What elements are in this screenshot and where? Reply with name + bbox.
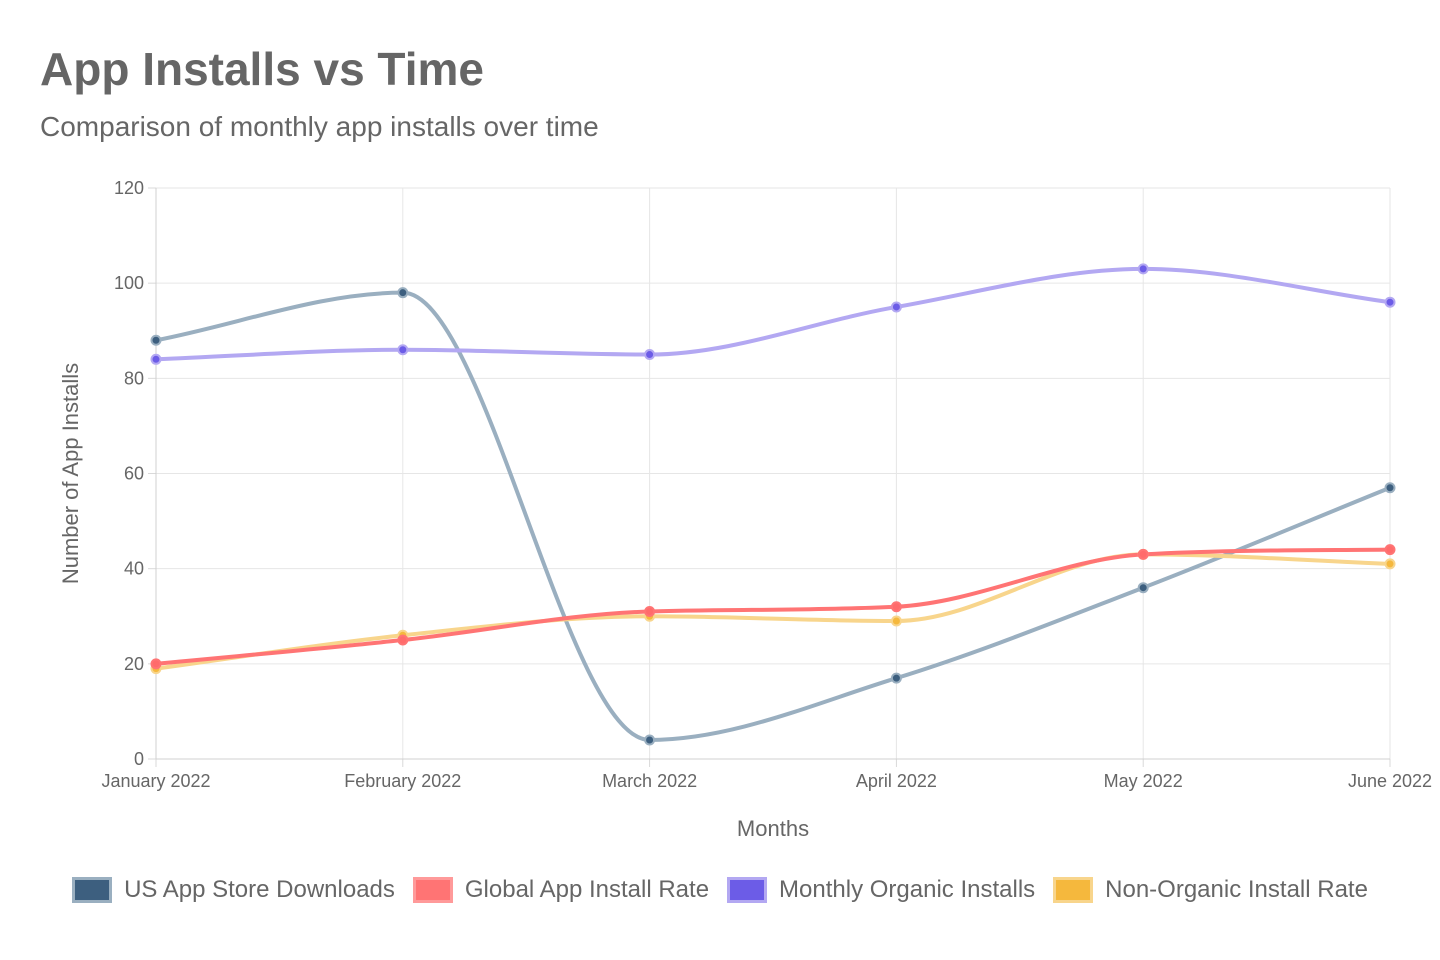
legend-swatch bbox=[1053, 877, 1094, 903]
chart-legend: US App Store Downloads Global App Install… bbox=[0, 876, 1440, 904]
data-point-series-2[interactable] bbox=[397, 634, 409, 646]
data-point-series-3[interactable] bbox=[397, 344, 409, 356]
y-tick-label: 20 bbox=[124, 654, 144, 674]
legend-label: Monthly Organic Installs bbox=[779, 876, 1036, 903]
series-line-1 bbox=[154, 290, 1392, 742]
x-tick-label: January 2022 bbox=[101, 771, 210, 791]
data-point-series-3[interactable] bbox=[890, 301, 902, 313]
legend-item-3[interactable]: Monthly Organic Installs bbox=[727, 876, 1035, 904]
data-point-series-3[interactable] bbox=[1137, 263, 1149, 275]
data-point-series-4[interactable] bbox=[1384, 558, 1396, 570]
line-chart: 0 20 40 60 80 100 120 January 2022 February 2022… bbox=[58, 178, 1432, 841]
axes: 0 20 40 60 80 100 120 January 2022 February 2022… bbox=[101, 178, 1432, 791]
legend-item-4[interactable]: Non-Organic Install Rate bbox=[1053, 876, 1368, 904]
x-axis-title: Months bbox=[737, 816, 809, 841]
legend-label: Non-Organic Install Rate bbox=[1105, 876, 1368, 903]
data-point-series-1[interactable] bbox=[890, 672, 902, 684]
x-tick-label: June 2022 bbox=[1348, 771, 1432, 791]
y-tick-label: 100 bbox=[114, 273, 144, 293]
data-points bbox=[150, 263, 1396, 746]
data-point-series-1[interactable] bbox=[1384, 482, 1396, 494]
y-axis-title: Number of App Installs bbox=[58, 363, 83, 584]
x-tick-label: May 2022 bbox=[1104, 771, 1183, 791]
y-tick-label: 0 bbox=[134, 749, 144, 769]
data-point-series-4[interactable] bbox=[890, 615, 902, 627]
data-point-series-3[interactable] bbox=[1384, 296, 1396, 308]
legend-label: Global App Install Rate bbox=[464, 876, 710, 903]
legend-item-1[interactable]: US App Store Downloads bbox=[72, 876, 395, 904]
data-point-series-1[interactable] bbox=[150, 334, 162, 346]
x-tick-label: March 2022 bbox=[602, 771, 697, 791]
x-tick-label: February 2022 bbox=[344, 771, 461, 791]
data-point-series-2[interactable] bbox=[1137, 548, 1149, 560]
legend-item-2[interactable]: Global App Install Rate bbox=[412, 876, 710, 904]
series-lines bbox=[154, 266, 1392, 742]
legend-swatch bbox=[727, 877, 768, 903]
data-point-series-1[interactable] bbox=[397, 287, 409, 299]
data-point-series-2[interactable] bbox=[1384, 544, 1396, 556]
legend-swatch bbox=[72, 877, 113, 903]
data-point-series-3[interactable] bbox=[150, 353, 162, 365]
data-point-series-1[interactable] bbox=[644, 734, 656, 746]
legend-label: US App Store Downloads bbox=[124, 876, 395, 903]
data-point-series-3[interactable] bbox=[644, 349, 656, 361]
y-tick-label: 60 bbox=[124, 464, 144, 484]
data-point-series-2[interactable] bbox=[644, 605, 656, 617]
chart-title: App Installs vs Time bbox=[40, 43, 484, 95]
data-point-series-2[interactable] bbox=[150, 658, 162, 670]
y-tick-label: 80 bbox=[124, 368, 144, 388]
series-line-2 bbox=[154, 547, 1392, 666]
y-tick-label: 120 bbox=[114, 178, 144, 198]
chart-subtitle: Comparison of monthly app installs over … bbox=[40, 111, 599, 142]
series-line-3 bbox=[154, 266, 1392, 362]
x-tick-label: April 2022 bbox=[856, 771, 937, 791]
y-tick-label: 40 bbox=[124, 559, 144, 579]
data-point-series-2[interactable] bbox=[890, 601, 902, 613]
legend-swatch bbox=[412, 877, 453, 903]
data-point-series-1[interactable] bbox=[1137, 582, 1149, 594]
